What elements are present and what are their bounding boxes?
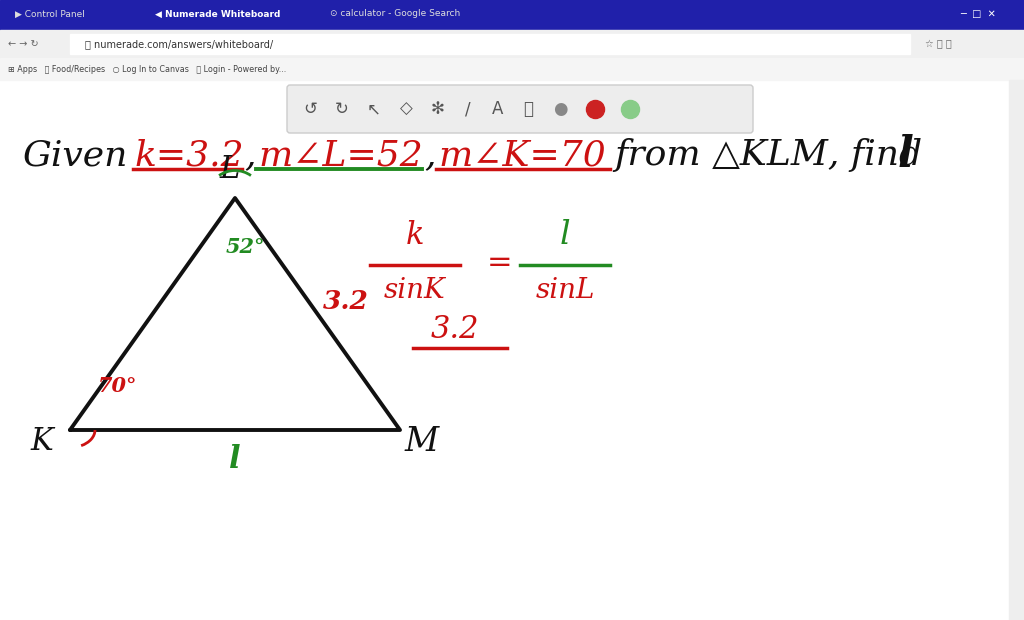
Text: =: = [487, 249, 513, 278]
Text: ☆ 📕 👤: ☆ 📕 👤 [925, 39, 951, 49]
Text: from △KLM, find: from △KLM, find [614, 138, 923, 172]
Text: A: A [493, 100, 504, 118]
Text: L: L [220, 154, 240, 185]
Text: sinL: sinL [536, 277, 595, 304]
Bar [70, 34, 910, 54]
Text: ✻: ✻ [431, 100, 445, 118]
Text: 3.2: 3.2 [431, 314, 479, 345]
Text: m∠L=52: m∠L=52 [258, 138, 423, 172]
Text: l: l [229, 444, 241, 475]
Text: ⊞ Apps   🟡 Food/Recipes   ○ Log In to Canvas   🏴 Login - Powered by...: ⊞ Apps 🟡 Food/Recipes ○ Log In to Canvas… [8, 64, 287, 74]
Text: ⊙ calculator - Google Search: ⊙ calculator - Google Search [330, 9, 460, 19]
FancyBboxPatch shape [287, 85, 753, 133]
Text: k: k [406, 219, 424, 250]
Text: k=3.2: k=3.2 [135, 138, 245, 172]
Text: m∠K=70: m∠K=70 [438, 138, 606, 172]
Text: /: / [465, 100, 471, 118]
Text: l: l [898, 134, 913, 176]
Text: ●: ● [553, 100, 567, 118]
Text: ↻: ↻ [335, 100, 349, 118]
Text: sinK: sinK [384, 277, 445, 304]
Text: 🔒 numerade.com/answers/whiteboard/: 🔒 numerade.com/answers/whiteboard/ [85, 39, 273, 49]
Text: ,: , [424, 138, 435, 172]
Text: 3.2: 3.2 [323, 289, 369, 314]
Text: Given: Given [22, 138, 127, 172]
Text: K: K [31, 427, 53, 458]
Text: M: M [404, 426, 439, 458]
Bar [0, 58, 1024, 80]
Text: ← → ↻: ← → ↻ [8, 39, 39, 49]
Bar [0, 0, 1024, 30]
Text: 🖼: 🖼 [523, 100, 534, 118]
Text: ─  □  ✕: ─ □ ✕ [961, 9, 995, 19]
Text: 52°: 52° [225, 237, 265, 257]
Text: l: l [560, 219, 570, 251]
Text: ↖: ↖ [367, 100, 381, 118]
Bar [148, 0, 313, 30]
Text: 70°: 70° [98, 376, 138, 396]
Text: ▶ Control Panel: ▶ Control Panel [15, 9, 85, 19]
Bar [1009, 80, 1024, 620]
Text: ↺: ↺ [303, 100, 317, 118]
Text: ◇: ◇ [399, 100, 413, 118]
Bar [0, 30, 1024, 58]
Text: ,: , [244, 138, 256, 172]
Text: ◀ Numerade Whiteboard: ◀ Numerade Whiteboard [155, 9, 281, 19]
